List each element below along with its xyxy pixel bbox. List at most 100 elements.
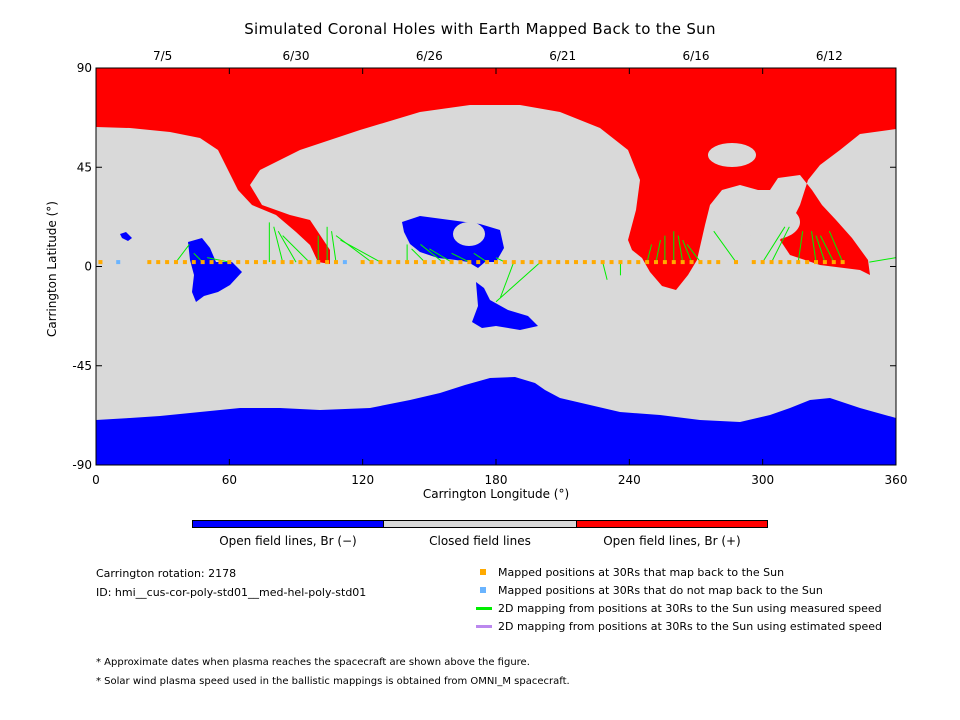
- mapped-point: [547, 260, 552, 265]
- note-dates: * Approximate dates when plasma reaches …: [96, 657, 530, 668]
- mapped-point: [191, 260, 196, 265]
- mapping-line-measured: [331, 231, 337, 263]
- mapping-line-measured: [207, 257, 230, 263]
- top-date-label: 6/16: [683, 49, 710, 63]
- y-tick-label: -45: [72, 359, 92, 373]
- mapped-point: [671, 260, 676, 265]
- mapped-point: [476, 260, 481, 265]
- mapped-point: [511, 260, 516, 265]
- mapping-line-measured: [677, 235, 684, 263]
- mapping-line-measured: [815, 235, 826, 263]
- top-date-label: 6/21: [549, 49, 576, 63]
- mapped-point: [98, 260, 103, 265]
- mapped-point: [822, 260, 827, 265]
- legend-label-unmapped: Mapped positions at 30Rs that do not map…: [498, 584, 823, 597]
- negative-hole-south-center: [472, 282, 538, 330]
- mapped-point: [707, 260, 712, 265]
- mapped-point: [414, 260, 418, 265]
- mapping-line-measured: [646, 244, 653, 263]
- mapping-line-measured: [602, 261, 608, 280]
- x-axis-label: Carrington Longitude (°): [422, 487, 570, 501]
- colorbar-label-negative: Open field lines, Br (−): [219, 534, 357, 548]
- mapped-point: [165, 260, 170, 265]
- mapped-point: [609, 260, 614, 265]
- x-tick-label: 300: [751, 473, 774, 487]
- mapped-point: [378, 260, 383, 265]
- mapped-point: [271, 260, 276, 265]
- mapped-point: [316, 260, 321, 265]
- unmapped-point: [342, 260, 347, 265]
- mapped-point: [458, 260, 463, 265]
- top-date-label: 7/5: [153, 49, 172, 63]
- mapped-point: [529, 260, 534, 265]
- mapped-point: [218, 260, 223, 265]
- mapped-point: [236, 260, 241, 265]
- mapped-point: [591, 260, 596, 265]
- mapping-line-measured: [682, 239, 693, 263]
- x-tick-label: 180: [485, 473, 508, 487]
- mapped-point: [840, 260, 845, 265]
- mapped-point: [200, 260, 205, 265]
- x-tick-label: 60: [222, 473, 237, 487]
- mapping-line-measured: [273, 226, 284, 263]
- legend-marker-unmapped: [480, 587, 486, 593]
- mapped-point: [280, 260, 285, 265]
- mapping-line-measured: [771, 226, 790, 263]
- mapped-point: [209, 260, 214, 265]
- legend-line-estimated: [476, 625, 492, 628]
- mapped-point: [307, 260, 312, 265]
- mapped-point: [520, 260, 525, 265]
- mapped-point: [751, 260, 756, 265]
- y-tick-label: 0: [84, 260, 92, 274]
- mapping-line-measured: [473, 252, 488, 263]
- mapping-line-measured: [429, 248, 452, 263]
- mapped-point: [227, 260, 232, 265]
- mapped-point: [431, 260, 436, 265]
- mapped-point: [396, 260, 401, 265]
- legend-label-measured: 2D mapping from positions at 30Rs to the…: [498, 602, 882, 615]
- mapped-point: [787, 260, 792, 265]
- mapped-point: [778, 260, 783, 265]
- mapped-point: [502, 260, 507, 265]
- mapped-point: [582, 260, 587, 265]
- mapped-point: [254, 260, 258, 265]
- north-positive-hole: [96, 68, 896, 290]
- carrington-rotation: Carrington rotation: 2178: [96, 567, 237, 580]
- plot-area: [96, 68, 896, 465]
- x-tick-label: 240: [618, 473, 641, 487]
- unmapped-point: [116, 260, 121, 265]
- mapped-point: [662, 260, 667, 265]
- x-tick-label: 0: [92, 473, 100, 487]
- mapped-point: [734, 260, 738, 265]
- mapped-point: [574, 260, 578, 265]
- mapping-line-measured: [762, 226, 786, 263]
- mapping-lines: [175, 222, 896, 303]
- legend-label-mapped: Mapped positions at 30Rs that map back t…: [498, 566, 785, 579]
- mapping-line-measured: [819, 235, 835, 263]
- mapping-line-measured: [686, 244, 701, 263]
- mapped-point: [654, 260, 658, 265]
- colorbar-label-positive: Open field lines, Br (+): [603, 534, 741, 548]
- mapped-point: [636, 260, 641, 265]
- mapping-line-measured: [175, 244, 190, 263]
- mapped-point: [449, 260, 454, 265]
- mapping-line-measured: [713, 230, 737, 263]
- mapping-line-measured: [340, 239, 381, 263]
- mapped-point: [369, 260, 374, 265]
- mapped-point: [289, 260, 294, 265]
- mapping-line-measured: [411, 248, 426, 263]
- note-speed: * Solar wind plasma speed used in the ba…: [96, 676, 570, 687]
- mapped-point: [325, 260, 330, 265]
- mapped-point: [262, 260, 267, 265]
- legend-label-estimated: 2D mapping from positions at 30Rs to the…: [498, 620, 883, 633]
- mapped-point: [174, 260, 178, 265]
- mapped-point: [156, 260, 161, 265]
- mapping-line-measured: [282, 235, 310, 263]
- colorbar-positive: [576, 520, 768, 528]
- mapped-point: [645, 260, 650, 265]
- mapped-point: [298, 260, 303, 265]
- mapping-line-measured: [811, 231, 817, 263]
- top-date-label: 6/26: [416, 49, 443, 63]
- closed-island-center: [453, 222, 485, 246]
- mapped-point: [245, 260, 250, 265]
